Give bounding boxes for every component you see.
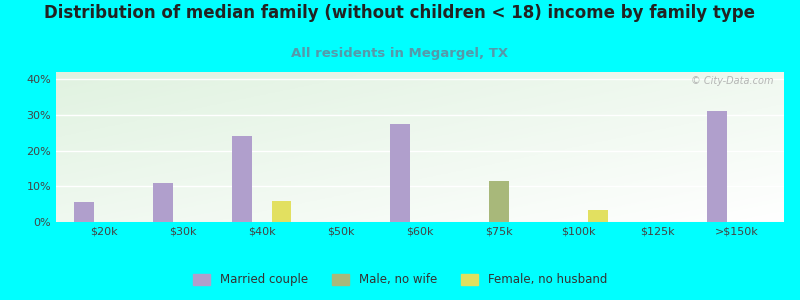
Bar xyxy=(588,209,608,222)
Bar xyxy=(74,202,94,222)
Text: © City-Data.com: © City-Data.com xyxy=(690,76,773,86)
Bar xyxy=(390,124,410,222)
Text: All residents in Megargel, TX: All residents in Megargel, TX xyxy=(291,46,509,59)
Bar xyxy=(272,201,291,222)
Legend: Married couple, Male, no wife, Female, no husband: Married couple, Male, no wife, Female, n… xyxy=(188,269,612,291)
Bar xyxy=(232,136,252,222)
Bar xyxy=(153,183,173,222)
Bar xyxy=(707,111,726,222)
Bar xyxy=(490,181,509,222)
Text: Distribution of median family (without children < 18) income by family type: Distribution of median family (without c… xyxy=(45,4,755,22)
